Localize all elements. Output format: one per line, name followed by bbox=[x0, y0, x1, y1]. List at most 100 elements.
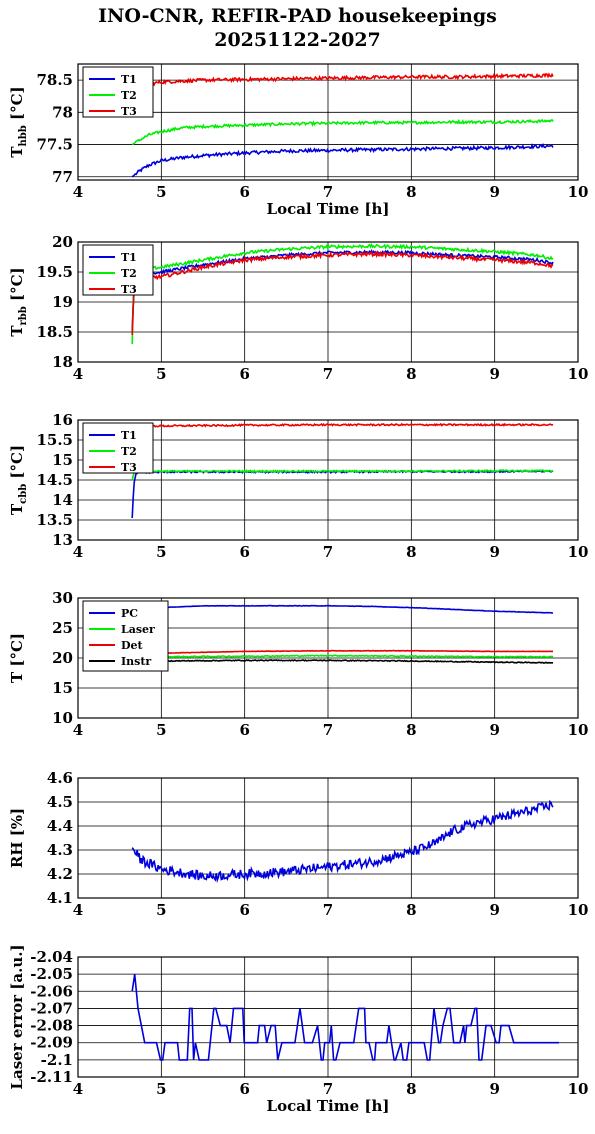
legend-label: T2 bbox=[121, 267, 137, 280]
legend: PC Laser Det Instr bbox=[82, 600, 169, 672]
x-tick-label: 8 bbox=[406, 543, 416, 561]
y-tick-label: 4.1 bbox=[47, 889, 73, 907]
x-tick-label: 8 bbox=[406, 365, 416, 383]
series-line-t2 bbox=[131, 118, 554, 146]
y-tick-label: -2.06 bbox=[30, 982, 73, 1000]
x-tick-label: 6 bbox=[239, 543, 249, 561]
plot-frame bbox=[77, 777, 579, 899]
y-tick-label: -2.11 bbox=[30, 1068, 73, 1086]
figure-title: INO-CNR, REFIR-PAD housekeepings 2025112… bbox=[0, 4, 595, 52]
x-tick-label: 4 bbox=[73, 901, 83, 919]
y-tick-label: -2.05 bbox=[30, 965, 73, 983]
legend-label: T2 bbox=[121, 89, 137, 102]
y-tick-label: 77 bbox=[52, 168, 73, 186]
legend-label: T3 bbox=[121, 283, 137, 296]
x-tick-label: 10 bbox=[568, 901, 589, 919]
legend-label: T3 bbox=[121, 105, 137, 118]
y-tick-label: 20 bbox=[52, 649, 73, 667]
x-tick-label: 5 bbox=[156, 183, 166, 201]
series-line-t1 bbox=[131, 248, 554, 333]
series-line-det bbox=[132, 649, 554, 656]
x-tick-label: 10 bbox=[568, 183, 589, 201]
chart-panel-2: 4 5 6 7 8 9 10 18 18.5 19 19.5 20 Trbb [°C] T1 T2 T3 bbox=[8, 233, 588, 383]
y-tick-label: 13.5 bbox=[36, 511, 73, 529]
legend-label: T1 bbox=[121, 429, 137, 442]
x-tick-label: 7 bbox=[323, 1080, 333, 1098]
x-tick-label: 9 bbox=[489, 365, 499, 383]
plot-frame bbox=[77, 597, 579, 719]
x-tick-label: 8 bbox=[406, 721, 416, 739]
x-tick-label: 6 bbox=[239, 365, 249, 383]
x-tick-label: 7 bbox=[323, 721, 333, 739]
y-tick-label: 4.4 bbox=[47, 817, 73, 835]
x-tick-label: 6 bbox=[239, 1080, 249, 1098]
y-tick-label: -2.07 bbox=[30, 999, 73, 1017]
y-tick-label: 4.3 bbox=[47, 841, 73, 859]
y-tick-label: -2.1 bbox=[41, 1051, 73, 1069]
y-axis-label: Laser error [a.u.] bbox=[8, 944, 26, 1089]
y-tick-label: 15 bbox=[52, 451, 73, 469]
legend-label: T1 bbox=[121, 73, 137, 86]
series-line-t1 bbox=[131, 469, 554, 519]
legend-label: Instr bbox=[121, 655, 151, 668]
series-line-pc bbox=[132, 604, 554, 614]
y-tick-label: -2.08 bbox=[30, 1017, 73, 1035]
series-line-trace bbox=[131, 973, 559, 1061]
x-tick-label: 5 bbox=[156, 543, 166, 561]
x-tick-label: 10 bbox=[568, 365, 589, 383]
plot-frame bbox=[77, 956, 579, 1078]
y-tick-label: 4.2 bbox=[47, 865, 73, 883]
y-tick-label: 10 bbox=[52, 709, 73, 727]
legend-box bbox=[82, 66, 154, 118]
series-line-t3 bbox=[131, 72, 554, 91]
legend: T1 T2 T3 bbox=[82, 244, 154, 296]
legend-box bbox=[82, 244, 154, 296]
x-tick-label: 4 bbox=[73, 543, 83, 561]
y-tick-label: -2.04 bbox=[30, 948, 73, 966]
y-tick-label: 13 bbox=[52, 531, 73, 549]
plot-frame bbox=[77, 419, 579, 541]
y-tick-label: 78.5 bbox=[36, 71, 73, 89]
legend: T1 T2 T3 bbox=[82, 66, 154, 118]
x-tick-label: 4 bbox=[73, 1080, 83, 1098]
legend-box bbox=[82, 422, 154, 474]
x-tick-label: 7 bbox=[323, 901, 333, 919]
y-tick-label: 18 bbox=[52, 353, 73, 371]
y-tick-label: 15 bbox=[52, 679, 73, 697]
x-tick-label: 10 bbox=[568, 1080, 589, 1098]
y-tick-label: 14 bbox=[52, 491, 73, 509]
x-axis-label: Local Time [h] bbox=[267, 200, 390, 218]
plot-frame bbox=[77, 63, 579, 181]
x-tick-label: 9 bbox=[489, 901, 499, 919]
y-axis-label: RH [%] bbox=[8, 808, 26, 868]
y-tick-label: 18.5 bbox=[36, 323, 73, 341]
x-tick-label: 5 bbox=[156, 901, 166, 919]
legend-label: PC bbox=[121, 607, 138, 620]
x-axis-label: Local Time [h] bbox=[267, 1097, 390, 1115]
legend-label: T1 bbox=[121, 251, 137, 264]
x-tick-label: 6 bbox=[239, 901, 249, 919]
y-tick-label: 4.6 bbox=[47, 769, 73, 787]
series-line-t2 bbox=[131, 242, 554, 345]
legend: T1 T2 T3 bbox=[82, 422, 154, 474]
y-axis-label: Trbb [°C] bbox=[8, 267, 29, 336]
legend-label: T2 bbox=[121, 445, 137, 458]
y-tick-label: 4.5 bbox=[47, 793, 73, 811]
x-tick-label: 9 bbox=[489, 543, 499, 561]
series-line-t3 bbox=[131, 249, 554, 336]
x-tick-label: 7 bbox=[323, 183, 333, 201]
y-tick-label: 78 bbox=[52, 103, 73, 121]
x-tick-label: 9 bbox=[489, 1080, 499, 1098]
y-axis-label: Thbb [°C] bbox=[8, 86, 29, 157]
series-line-trace bbox=[131, 799, 554, 884]
y-axis-label: T [°C] bbox=[8, 633, 26, 683]
x-tick-label: 4 bbox=[73, 365, 83, 383]
series-line-instr bbox=[132, 659, 553, 664]
series-line-t3 bbox=[132, 422, 554, 428]
y-tick-label: 19 bbox=[52, 293, 73, 311]
x-tick-label: 7 bbox=[323, 543, 333, 561]
figure-title-line2: 20251122-2027 bbox=[214, 29, 381, 51]
x-tick-label: 5 bbox=[156, 365, 166, 383]
